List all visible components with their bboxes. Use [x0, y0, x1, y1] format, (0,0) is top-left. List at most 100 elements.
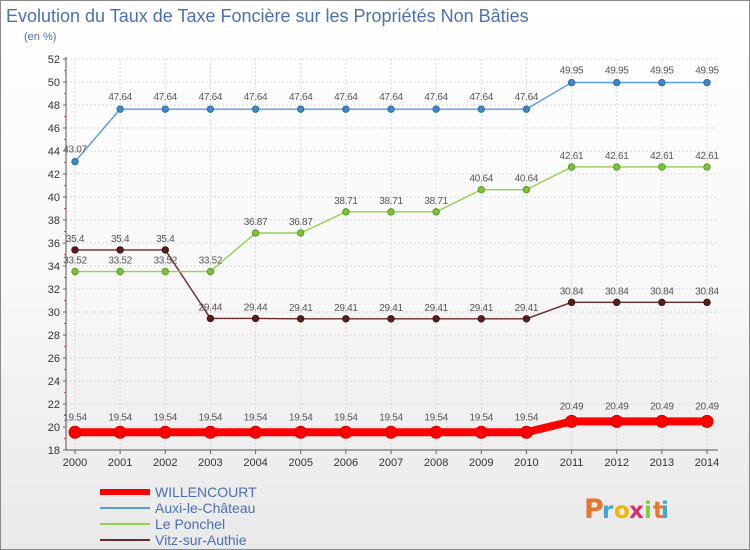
data-label-willencourt: 19.54 [244, 412, 268, 423]
y-tick-label: 20 [48, 422, 60, 434]
data-point-vitz-sur-authie [297, 315, 305, 323]
data-point-willencourt [384, 425, 398, 439]
data-point-willencourt [203, 425, 217, 439]
data-point-le-ponchel [387, 208, 395, 216]
x-tick-label: 2000 [63, 457, 87, 469]
data-point-vitz-sur-authie [342, 315, 350, 323]
y-tick-label: 42 [48, 169, 60, 181]
y-tick-label: 26 [48, 353, 60, 365]
data-label-le-ponchel: 33.52 [108, 256, 132, 267]
data-point-auxi-le-ch-teau [432, 105, 440, 113]
data-point-le-ponchel [613, 163, 621, 171]
data-point-vitz-sur-authie [613, 298, 621, 307]
data-label-vitz-sur-authie: 29.41 [515, 303, 539, 314]
y-tick-label: 46 [48, 123, 60, 135]
data-point-auxi-le-ch-teau [703, 78, 711, 87]
logo-letter: i [661, 498, 669, 524]
data-label-auxi-le-ch-teau: 43.07 [63, 145, 87, 156]
data-label-willencourt: 19.54 [289, 412, 313, 423]
y-tick-label: 40 [48, 192, 60, 204]
data-point-auxi-le-ch-teau [522, 105, 531, 113]
x-tick-label: 2005 [288, 457, 312, 469]
data-label-le-ponchel: 42.61 [650, 151, 674, 162]
y-tick-label: 36 [48, 238, 60, 250]
data-label-auxi-le-ch-teau: 47.64 [470, 92, 494, 103]
logo-letter: o [614, 498, 630, 524]
data-label-willencourt: 20.49 [605, 401, 629, 412]
data-point-auxi-le-ch-teau [613, 78, 621, 87]
data-point-willencourt [519, 425, 533, 439]
data-label-willencourt: 19.54 [199, 412, 223, 423]
logo-letter: P [584, 494, 604, 525]
y-axis-unit: (en %) [24, 31, 56, 43]
data-point-le-ponchel [342, 208, 350, 216]
data-label-vitz-sur-authie: 30.84 [560, 286, 584, 297]
data-label-willencourt: 19.54 [424, 412, 448, 423]
data-point-auxi-le-ch-teau [342, 105, 350, 113]
data-point-auxi-le-ch-teau [206, 105, 215, 113]
data-label-le-ponchel: 38.71 [379, 196, 403, 207]
data-point-vitz-sur-authie [116, 246, 124, 254]
data-label-vitz-sur-authie: 29.41 [334, 303, 358, 314]
x-tick-label: 2003 [198, 457, 222, 469]
data-label-willencourt: 19.54 [334, 412, 358, 423]
proxiti-logo: Pr o x i ti [584, 494, 669, 525]
data-label-vitz-sur-authie: 35.4 [111, 234, 130, 245]
data-point-auxi-le-ch-teau [387, 105, 395, 113]
legend-label-vitz-sur-authie: Vitz-sur-Authie [155, 532, 247, 548]
data-label-vitz-sur-authie: 35.4 [66, 234, 85, 245]
data-point-vitz-sur-authie [432, 315, 440, 323]
data-point-auxi-le-ch-teau [161, 105, 169, 113]
data-point-willencourt [610, 414, 624, 428]
data-point-le-ponchel [703, 163, 711, 171]
data-label-vitz-sur-authie: 30.84 [695, 286, 719, 297]
chart-title: Evolution du Taux de Taxe Foncière sur l… [6, 6, 529, 26]
y-tick-label: 24 [48, 376, 60, 388]
x-tick-label: 2011 [560, 457, 584, 469]
data-label-le-ponchel: 42.61 [695, 151, 719, 162]
y-tick-label: 28 [48, 330, 60, 342]
y-tick-label: 52 [48, 54, 60, 66]
data-label-vitz-sur-authie: 29.41 [424, 303, 448, 314]
data-point-auxi-le-ch-teau [477, 105, 485, 113]
legend-label-auxi-le-ch-teau: Auxi-le-Château [155, 500, 255, 516]
data-label-le-ponchel: 42.61 [560, 151, 584, 162]
y-tick-label: 50 [48, 77, 60, 89]
data-point-willencourt [339, 425, 353, 439]
data-point-le-ponchel [477, 185, 485, 194]
y-tick-label: 48 [48, 100, 60, 112]
data-label-le-ponchel: 38.71 [334, 196, 358, 207]
data-label-le-ponchel: 36.87 [289, 217, 313, 228]
data-point-willencourt [68, 425, 82, 439]
y-tick-label: 18 [48, 445, 60, 457]
data-point-auxi-le-ch-teau [567, 78, 576, 87]
data-label-willencourt: 19.54 [515, 412, 539, 423]
data-label-auxi-le-ch-teau: 47.64 [199, 92, 223, 103]
x-tick-label: 2002 [153, 457, 177, 469]
data-label-willencourt: 20.49 [560, 401, 584, 412]
x-tick-label: 2007 [379, 457, 403, 469]
data-label-willencourt: 19.54 [379, 412, 403, 423]
logo-letter: i [644, 498, 652, 524]
data-point-le-ponchel [297, 229, 305, 237]
data-label-le-ponchel: 33.52 [154, 256, 178, 267]
data-label-auxi-le-ch-teau: 47.64 [424, 92, 448, 103]
data-label-auxi-le-ch-teau: 47.64 [379, 92, 403, 103]
data-label-auxi-le-ch-teau: 47.64 [515, 92, 539, 103]
data-label-auxi-le-ch-teau: 47.64 [334, 92, 358, 103]
data-label-le-ponchel: 38.71 [424, 196, 448, 207]
data-point-auxi-le-ch-teau [71, 157, 79, 166]
x-tick-label: 2013 [650, 457, 674, 469]
data-point-le-ponchel [432, 208, 440, 216]
data-label-le-ponchel: 33.52 [63, 256, 87, 267]
data-label-vitz-sur-authie: 29.41 [289, 303, 313, 314]
logo-letter: x [629, 498, 644, 524]
x-tick-label: 2009 [469, 457, 493, 469]
data-point-vitz-sur-authie [658, 298, 666, 307]
data-label-auxi-le-ch-teau: 47.64 [108, 92, 132, 103]
data-label-auxi-le-ch-teau: 47.64 [244, 92, 268, 103]
data-label-willencourt: 19.54 [470, 412, 494, 423]
